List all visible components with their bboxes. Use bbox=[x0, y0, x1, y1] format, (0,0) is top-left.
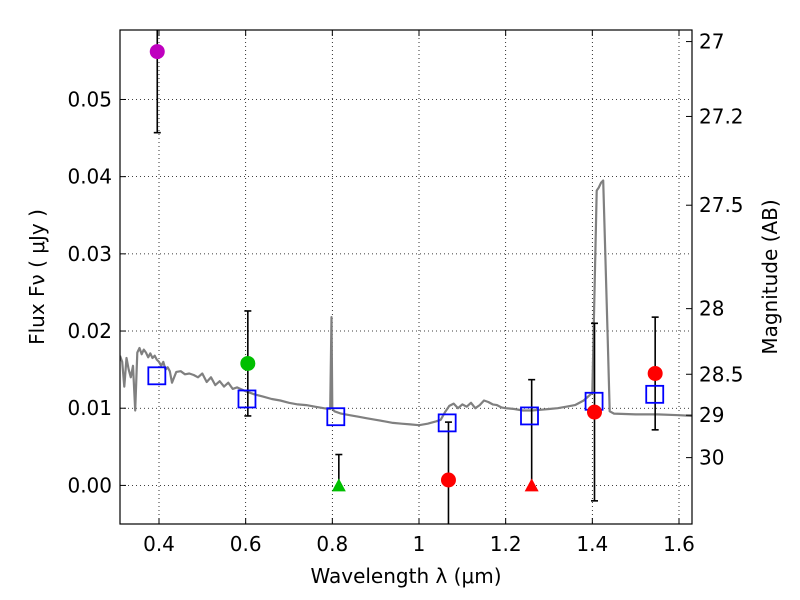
x-tick-label: 1.2 bbox=[490, 532, 522, 556]
x-axis-label: Wavelength λ (μm) bbox=[310, 564, 501, 588]
observed-flux-point bbox=[587, 404, 602, 420]
x-tick-label: 1.4 bbox=[576, 532, 608, 556]
y-tick-label: 0.02 bbox=[67, 319, 112, 343]
x-tick-label: 0.6 bbox=[230, 532, 262, 556]
observed-upper-limit-triangle bbox=[524, 478, 539, 492]
model-photometry-square bbox=[645, 384, 665, 404]
error-bars bbox=[153, 30, 659, 524]
x-tick-label: 1 bbox=[413, 532, 426, 556]
y-tick-label: 0.05 bbox=[67, 87, 112, 111]
y-tick-label: 0.00 bbox=[67, 473, 112, 497]
model-spectrum-line bbox=[120, 179, 692, 427]
observed-upper-limit-triangle bbox=[331, 478, 346, 492]
right-tick-label: 28.5 bbox=[699, 362, 744, 386]
model-spectrum bbox=[120, 179, 692, 427]
model-photometry-square bbox=[147, 366, 167, 386]
plot-frame bbox=[119, 29, 693, 525]
observed-flux-point bbox=[149, 44, 165, 60]
y-axis-label-right: Magnitude (AB) bbox=[758, 199, 782, 354]
observed-flux-point bbox=[440, 472, 456, 488]
model-photometry-square bbox=[520, 406, 539, 426]
x-tick-label: 1.6 bbox=[663, 532, 695, 556]
y-tick-label: 0.01 bbox=[67, 396, 112, 420]
right-tick-label: 30 bbox=[699, 446, 724, 470]
model-photometry-square bbox=[326, 407, 346, 427]
axis-ticks: 0.4 0.6 0.8 1 1.2 1.4 1.6 0.00 0.01 0.02 0.03 0.04 0… bbox=[67, 30, 743, 556]
right-tick-label: 27.5 bbox=[699, 193, 744, 217]
y-tick-label: 0.04 bbox=[67, 165, 112, 189]
right-tick-label: 27.2 bbox=[699, 104, 744, 128]
right-tick-label: 27 bbox=[699, 30, 724, 54]
x-tick-label: 0.4 bbox=[143, 532, 175, 556]
x-tick-label: 0.8 bbox=[316, 532, 348, 556]
y-axis-label-left: Flux Fν ( μJy ) bbox=[25, 209, 49, 345]
y-tick-label: 0.03 bbox=[67, 242, 112, 266]
observed-flux-point bbox=[647, 365, 663, 381]
model-photometry-points bbox=[147, 366, 665, 433]
observed-flux-point bbox=[240, 355, 256, 371]
right-tick-label: 28 bbox=[699, 297, 724, 321]
right-tick-label: 29 bbox=[699, 403, 724, 427]
observed-points bbox=[149, 44, 663, 492]
model-photometry-square bbox=[237, 389, 257, 409]
model-photometry-square bbox=[437, 413, 457, 433]
